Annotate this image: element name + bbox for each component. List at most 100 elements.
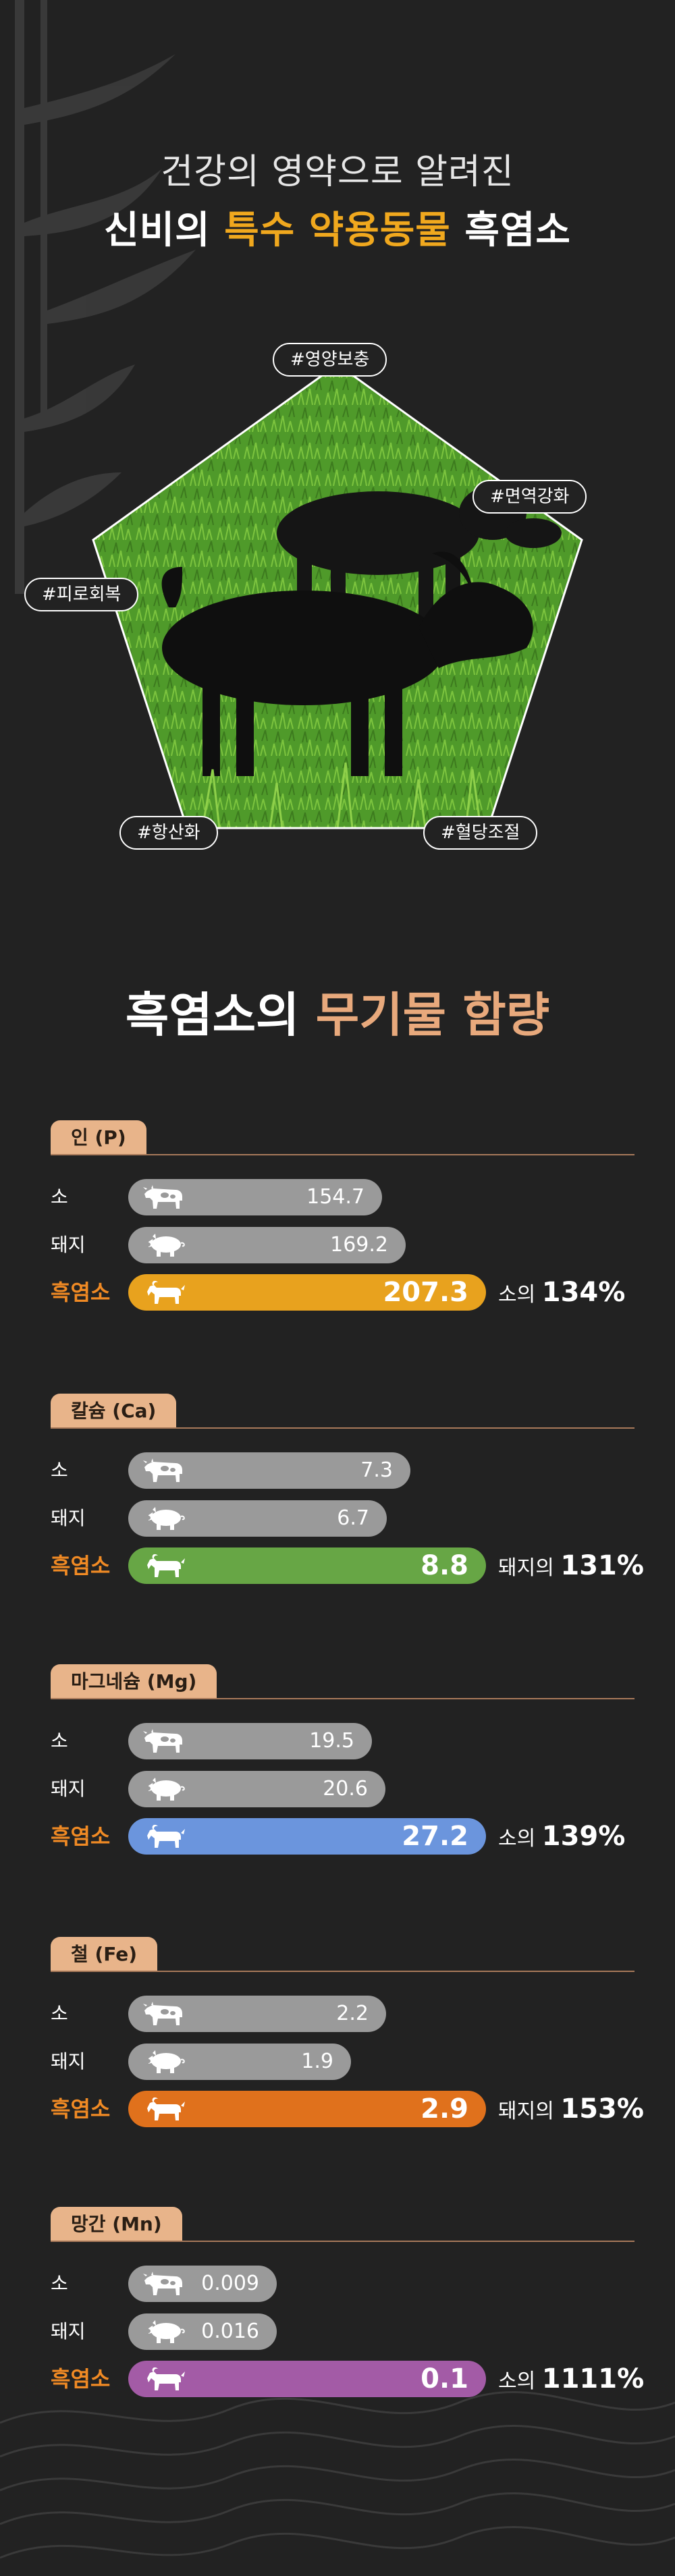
comparison-row: 소 2.2 [51, 1996, 634, 2032]
goat-value-bar: 207.3 [128, 1274, 486, 1311]
goat-photo [92, 363, 583, 829]
bar-value: 27.2 [402, 1821, 468, 1852]
row-label: 소 [51, 1730, 68, 1752]
bar-value: 7.3 [360, 1458, 393, 1482]
cow-icon [143, 1184, 186, 1210]
pig-icon [143, 2319, 186, 2345]
bar-value: 2.2 [336, 2002, 369, 2025]
row-label: 흑염소 [51, 1824, 111, 1849]
mineral-name: 망간 (Mn) [51, 2207, 182, 2242]
comparison-row: 흑염소 8.8 돼지의 131% [51, 1547, 644, 1584]
bar-value: 0.009 [201, 2272, 259, 2295]
comparison-percentage: 돼지의 153% [498, 2091, 644, 2130]
row-label: 소 [51, 2002, 68, 2025]
mineral-name: 인 (P) [51, 1120, 146, 1155]
mineral-block: 칼슘 (Ca) 소 7.3 돼지 6.7 흑염소 8.8 돼지의 131% [51, 1394, 644, 1616]
mineral-name: 칼슘 (Ca) [51, 1394, 177, 1429]
comparison-row: 돼지 1.9 [51, 2044, 634, 2080]
mineral-header: 인 (P) [51, 1120, 634, 1155]
header-title-highlight: 특수 약용동물 [224, 209, 451, 252]
comparison-value: 134% [541, 1277, 626, 1308]
bar-value: 6.7 [337, 1506, 369, 1530]
tag-nutrition: #영양보충 [273, 343, 387, 377]
mineral-block: 인 (P) 소 154.7 돼지 169.2 흑염소 207.3 소의 134% [51, 1120, 634, 1343]
mineral-name: 철 (Fe) [51, 1937, 158, 1972]
goat-value-bar: 8.8 [128, 1547, 486, 1584]
value-bar: 6.7 [128, 1500, 387, 1537]
comparison-row: 돼지 6.7 [51, 1500, 634, 1537]
goat-value-bar: 2.9 [128, 2091, 486, 2127]
row-label: 흑염소 [51, 2096, 111, 2122]
comparison-row: 소 154.7 [51, 1179, 634, 1215]
bar-value: 8.8 [421, 1550, 468, 1581]
header-title-part1: 신비의 [104, 209, 211, 252]
comparison-row: 흑염소 27.2 소의 139% [51, 1818, 634, 1855]
value-bar: 20.6 [128, 1771, 385, 1807]
value-bar: 0.009 [128, 2266, 277, 2302]
goat-value-bar: 0.1 [128, 2361, 486, 2397]
header-title-part2: 흑염소 [464, 209, 571, 252]
cow-icon [143, 1728, 186, 1754]
section-title: 흑염소의 무기물 함량 [0, 977, 675, 1045]
row-label: 돼지 [51, 2320, 86, 2342]
mineral-divider [51, 2241, 634, 2242]
row-label: 소 [51, 1186, 68, 1208]
comparison-value: 153% [560, 2093, 644, 2125]
mineral-divider [51, 1427, 634, 1429]
bar-value: 20.6 [323, 1777, 368, 1801]
tag-immunity: #면역강화 [473, 480, 587, 514]
row-label: 돼지 [51, 2050, 86, 2073]
bar-value: 169.2 [330, 1233, 388, 1257]
value-bar: 1.9 [128, 2044, 351, 2080]
value-bar: 154.7 [128, 1179, 382, 1215]
pig-icon [143, 1232, 186, 1258]
mineral-name: 마그네슘 (Mg) [51, 1664, 217, 1699]
value-bar: 0.016 [128, 2313, 277, 2350]
mineral-header: 칼슘 (Ca) [51, 1394, 634, 1429]
goat-icon [143, 1280, 186, 1305]
comparison-prefix: 소의 [498, 1283, 536, 1307]
mineral-header: 망간 (Mn) [51, 2207, 634, 2242]
comparison-prefix: 돼지의 [498, 1556, 554, 1580]
bar-value: 1.9 [301, 2050, 333, 2073]
section-title-part1: 흑염소의 [125, 987, 300, 1043]
goat-value-bar: 27.2 [128, 1818, 486, 1855]
mineral-divider [51, 1154, 634, 1155]
mineral-divider [51, 1971, 634, 1972]
pig-icon [143, 1776, 186, 1802]
comparison-value: 1111% [541, 2363, 645, 2394]
comparison-row: 흑염소 207.3 소의 134% [51, 1274, 634, 1311]
comparison-prefix: 소의 [498, 1827, 536, 1851]
cow-icon [143, 2001, 186, 2027]
header-subtitle: 건강의 영약으로 알려진 [161, 152, 514, 192]
row-label: 돼지 [51, 1778, 86, 1800]
mineral-divider [51, 1698, 634, 1699]
comparison-percentage: 돼지의 131% [498, 1547, 644, 1587]
mineral-block: 마그네슘 (Mg) 소 19.5 돼지 20.6 흑염소 27.2 소의 139% [51, 1664, 634, 1887]
goat-icon [143, 1824, 186, 1849]
goat-icon [143, 2366, 186, 2392]
mineral-header: 철 (Fe) [51, 1937, 634, 1972]
comparison-row: 돼지 20.6 [51, 1771, 634, 1807]
comparison-prefix: 돼지의 [498, 2100, 554, 2123]
comparison-row: 돼지 169.2 [51, 1227, 634, 1263]
row-label: 흑염소 [51, 1280, 111, 1305]
row-label: 흑염소 [51, 2366, 111, 2392]
section-title-highlight: 무기물 함량 [315, 987, 550, 1043]
hero-area: #영양보충 #면역강화 #피로회복 #항산화 #혈당조절 [0, 0, 675, 877]
value-bar: 169.2 [128, 1227, 406, 1263]
cow-icon [143, 2271, 186, 2297]
tag-antioxidant: #항산화 [119, 816, 218, 850]
comparison-percentage: 소의 134% [498, 1274, 625, 1313]
pig-icon [143, 2049, 186, 2075]
mineral-block: 망간 (Mn) 소 0.009 돼지 0.016 흑염소 0.1 소의 1111% [51, 2207, 644, 2430]
bar-value: 19.5 [309, 1729, 354, 1753]
tag-fatigue-recovery: #피로회복 [24, 578, 139, 611]
comparison-value: 139% [541, 1821, 626, 1852]
bar-value: 0.1 [421, 2363, 468, 2394]
row-label: 돼지 [51, 1507, 86, 1529]
value-bar: 2.2 [128, 1996, 386, 2032]
comparison-prefix: 소의 [498, 2369, 536, 2393]
row-label: 소 [51, 2272, 68, 2295]
